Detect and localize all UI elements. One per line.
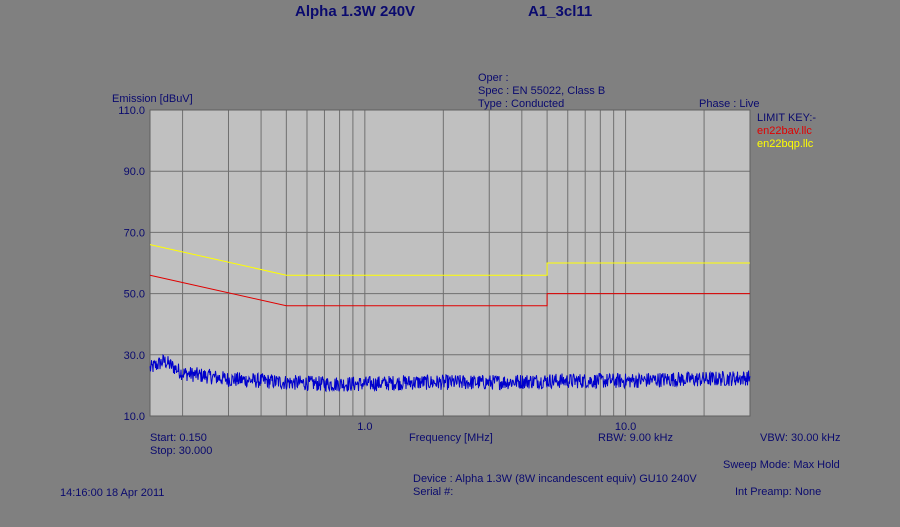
- int-preamp-label: Int Preamp: None: [735, 486, 822, 498]
- device-label: Device : Alpha 1.3W (8W incandescent equ…: [413, 473, 697, 485]
- spec-label: Spec : EN 55022, Class B: [478, 85, 606, 97]
- limit-key-title: LIMIT KEY:-: [757, 112, 817, 124]
- y-tick-label: 10.0: [124, 411, 145, 423]
- timestamp: 14:16:00 18 Apr 2011: [60, 487, 165, 499]
- y-tick-label: 90.0: [124, 166, 145, 178]
- serial-label: Serial #:: [413, 486, 454, 498]
- file-id: A1_3cl11: [528, 3, 593, 20]
- rbw-label: RBW: 9.00 kHz: [598, 432, 673, 444]
- y-tick-label: 70.0: [124, 227, 145, 239]
- start-frequency: Start: 0.150: [150, 432, 207, 444]
- x-tick-label: 10.0: [615, 421, 636, 433]
- limit-line-av: [149, 274, 750, 307]
- x-axis-label: Frequency [MHz]: [409, 432, 493, 444]
- sweep-mode-label: Sweep Mode: Max Hold: [723, 459, 840, 471]
- y-tick-label: 30.0: [124, 350, 145, 362]
- y-tick-label: 50.0: [124, 289, 145, 301]
- vbw-label: VBW: 30.00 kHz: [760, 432, 841, 444]
- limit-key-entry-av: en22bav.llc: [757, 125, 812, 137]
- limit-key-entry-qp: en22bqp.llc: [757, 138, 814, 150]
- measured-trace: [149, 353, 751, 393]
- limit-line-qp: [149, 244, 750, 276]
- oper-label: Oper :: [478, 72, 509, 84]
- y-axis-label: Emission [dBuV]: [112, 93, 193, 105]
- phase-label: Phase : Live: [699, 98, 760, 110]
- type-label: Type : Conducted: [478, 98, 565, 110]
- x-tick-label: 1.0: [357, 421, 372, 433]
- chart-title: Alpha 1.3W 240V: [295, 3, 416, 20]
- y-tick-label: 110.0: [118, 105, 145, 117]
- stop-frequency: Stop: 30.000: [150, 445, 213, 457]
